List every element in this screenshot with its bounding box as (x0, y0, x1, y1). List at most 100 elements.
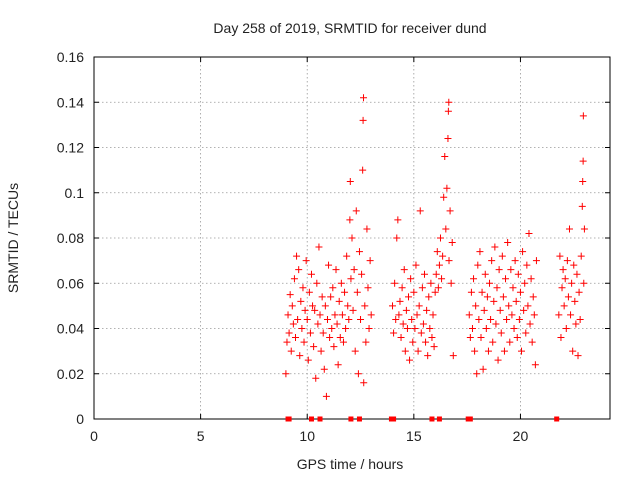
data-point (579, 157, 587, 165)
data-point (420, 270, 428, 278)
data-point (424, 352, 432, 360)
data-point (298, 325, 306, 332)
data-point (322, 392, 330, 400)
data-point (529, 293, 537, 301)
data-point (294, 315, 302, 323)
zero-marker (317, 416, 323, 422)
data-point (507, 266, 515, 274)
data-point (446, 207, 454, 215)
data-point (393, 234, 401, 242)
data-point (358, 270, 366, 278)
data-point (411, 325, 419, 332)
data-point (573, 270, 581, 278)
data-point (474, 261, 482, 269)
data-point (396, 297, 404, 305)
data-point (302, 257, 310, 265)
zero-marker (554, 416, 560, 422)
data-point (336, 334, 344, 342)
data-point (483, 293, 491, 301)
data-point (327, 293, 335, 301)
data-point (470, 275, 478, 283)
data-point (317, 347, 325, 355)
data-point (353, 288, 361, 296)
data-point (487, 315, 495, 323)
data-point (557, 334, 565, 342)
data-point (394, 216, 402, 224)
data-point (516, 288, 524, 296)
data-point (416, 207, 424, 215)
y-tick-label: 0.02 (57, 366, 84, 382)
data-points (282, 94, 588, 422)
x-tick-label: 0 (90, 428, 98, 444)
data-point (319, 329, 327, 337)
data-point (318, 293, 326, 301)
data-point (351, 347, 359, 355)
data-point (477, 334, 485, 342)
data-point (524, 302, 532, 310)
data-point (360, 379, 368, 387)
data-point (572, 320, 580, 328)
data-point (519, 248, 527, 256)
zero-marker (467, 416, 473, 422)
x-tick-label: 10 (299, 428, 315, 444)
data-point (363, 225, 371, 233)
data-point (496, 306, 504, 314)
data-point (422, 338, 430, 346)
data-point (335, 297, 343, 305)
data-point (293, 252, 301, 260)
data-point (321, 302, 329, 310)
data-point (410, 288, 418, 296)
data-point (325, 261, 333, 269)
data-point (419, 320, 427, 328)
data-point (426, 325, 434, 332)
data-point (563, 257, 571, 265)
data-point (478, 288, 486, 296)
data-point (471, 347, 479, 355)
data-point (505, 302, 513, 310)
axis-ticks: 0 5 10 15 20 0 0.02 0.04 0.06 0.08 0.1 0.12 0.14 0.16 (57, 49, 610, 444)
data-point (509, 284, 517, 292)
y-tick-label: 0.12 (57, 140, 84, 156)
data-point (359, 116, 367, 124)
data-point (579, 112, 587, 120)
data-point (285, 329, 293, 337)
data-point (329, 284, 337, 292)
data-point (508, 311, 516, 319)
data-point (289, 320, 297, 328)
data-point (560, 302, 568, 310)
zero-marker (286, 416, 292, 422)
data-point (570, 261, 578, 269)
data-point (531, 361, 539, 369)
data-point (568, 279, 576, 287)
data-point (580, 279, 588, 287)
data-point (491, 243, 499, 251)
data-point (399, 320, 407, 328)
data-point (402, 306, 410, 314)
grid-lines (94, 57, 610, 419)
data-point (338, 311, 346, 319)
data-point (564, 293, 572, 301)
zero-marker (308, 416, 314, 422)
data-point (526, 320, 534, 328)
data-point (287, 347, 295, 355)
data-point (558, 284, 566, 292)
data-point (525, 229, 533, 237)
data-point (345, 315, 353, 323)
data-point (493, 284, 501, 292)
data-point (444, 134, 452, 142)
zero-marker (391, 416, 397, 422)
y-tick-label: 0.06 (57, 275, 84, 291)
data-point (315, 243, 323, 251)
data-point (409, 338, 417, 346)
data-point (448, 239, 456, 247)
data-point (439, 252, 447, 260)
data-point (357, 315, 365, 323)
data-point (314, 320, 322, 328)
data-point (406, 356, 414, 364)
data-point (571, 297, 579, 305)
data-point (486, 279, 494, 287)
data-point (482, 325, 490, 332)
data-point (502, 275, 510, 283)
data-point (398, 284, 406, 292)
